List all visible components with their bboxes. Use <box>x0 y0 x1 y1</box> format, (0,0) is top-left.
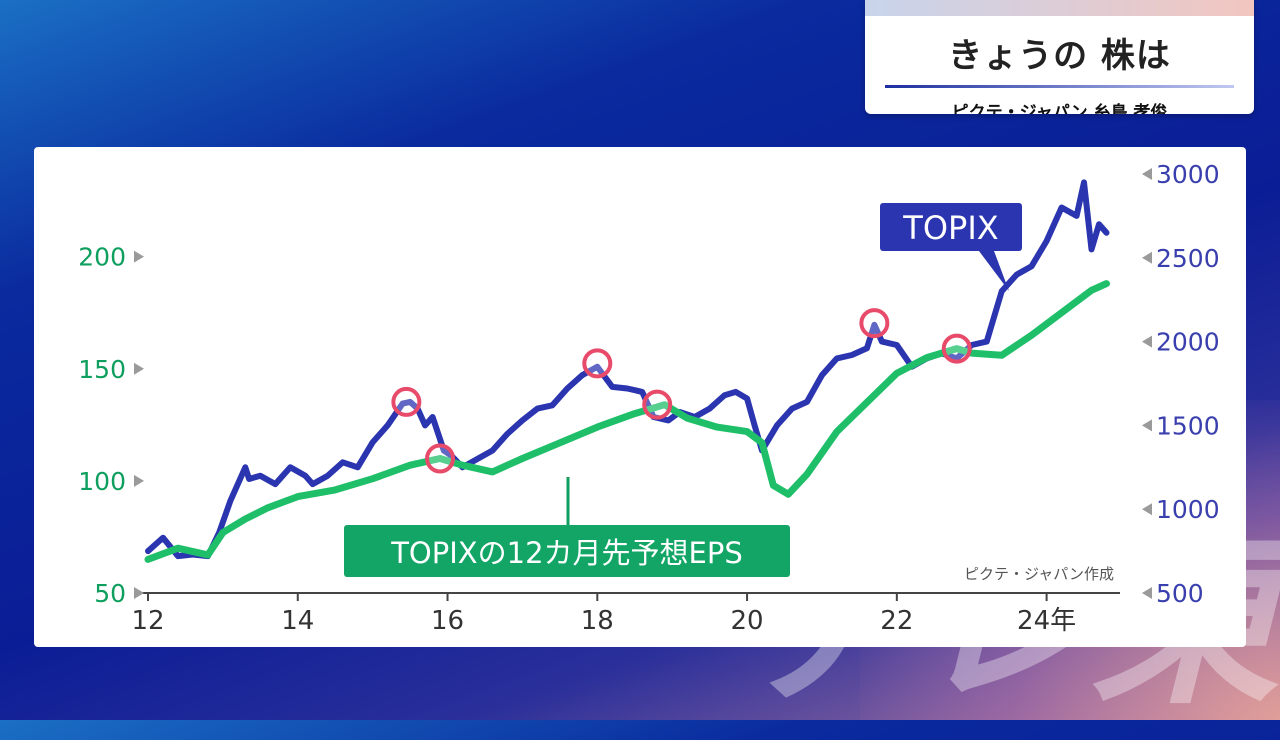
x-tick-label: 14 <box>281 606 314 636</box>
x-tick-label: 22 <box>880 606 913 636</box>
highlight-marker <box>859 308 890 339</box>
right-y-tick-arrow <box>1142 251 1152 264</box>
caption-title: きょうの 株は <box>948 36 1171 76</box>
highlight-marker <box>391 386 422 417</box>
eps-callout-label: TOPIXの12カ月先予想EPS <box>390 536 743 570</box>
source-note: ピクテ・ジャパン作成 <box>964 565 1114 583</box>
eps-series-line <box>144 280 1110 563</box>
right-y-tick-arrow <box>1142 419 1152 432</box>
chart: 12 14 16 18 20 22 24年 50 100 150 200 500 1000 1500 200… <box>78 160 1219 636</box>
right-y-tick-arrow <box>1142 587 1152 599</box>
left-y-tick-arrow <box>134 362 144 375</box>
topix-callout-label: TOPIX <box>902 209 998 247</box>
x-tick-label: 24年 <box>1017 606 1076 636</box>
right-y-tick-label: 500 <box>1156 579 1204 608</box>
x-tick-label: 20 <box>731 606 764 636</box>
right-y-tick-label: 2000 <box>1156 328 1220 357</box>
left-y-tick-arrow <box>134 250 144 263</box>
caption-divider <box>885 85 1234 88</box>
eps-callout-box <box>344 525 790 577</box>
highlight-marker <box>425 443 456 474</box>
chart-series <box>144 179 1110 563</box>
chart-markers <box>391 308 972 474</box>
chart-axes: 12 14 16 18 20 22 24年 50 100 150 200 500 1000 1500 200… <box>78 160 1219 636</box>
program-caption: きょうの 株は ピクテ・ジャパン 糸島 孝俊 <box>865 0 1254 114</box>
right-y-tick-arrow <box>1142 168 1152 180</box>
right-y-tick-arrow <box>1142 503 1152 516</box>
topix-series-line <box>145 179 1110 560</box>
highlight-marker <box>941 333 972 364</box>
x-tick-label: 16 <box>431 606 464 636</box>
highlight-marker <box>582 348 613 379</box>
x-tick-label: 12 <box>131 606 164 636</box>
left-y-tick-label: 150 <box>78 355 126 384</box>
highlight-marker <box>642 389 673 420</box>
right-y-tick-label: 3000 <box>1156 160 1220 189</box>
topix-callout-pointer <box>979 251 1009 291</box>
chart-labels: TOPIX TOPIXの12カ月先予想EPS ピクテ・ジャパン作成 <box>344 203 1114 583</box>
caption-subtitle: ピクテ・ジャパン 糸島 孝俊 <box>951 103 1168 114</box>
right-y-tick-label: 2500 <box>1156 244 1220 273</box>
left-y-tick-label: 200 <box>78 243 126 272</box>
right-y-tick-label: 1000 <box>1156 495 1220 524</box>
left-y-tick-arrow <box>134 474 144 487</box>
right-y-tick-label: 1500 <box>1156 411 1220 440</box>
caption-top-bar <box>865 0 1254 16</box>
x-tick-label: 18 <box>581 606 614 636</box>
right-y-tick-arrow <box>1142 335 1152 348</box>
left-y-tick-label: 50 <box>94 579 126 608</box>
left-y-tick-label: 100 <box>78 467 126 496</box>
topix-callout-box <box>880 203 1022 251</box>
left-y-tick-arrow <box>134 587 144 599</box>
chart-panel: 12 14 16 18 20 22 24年 50 100 150 200 500 1000 1500 200… <box>34 147 1246 647</box>
